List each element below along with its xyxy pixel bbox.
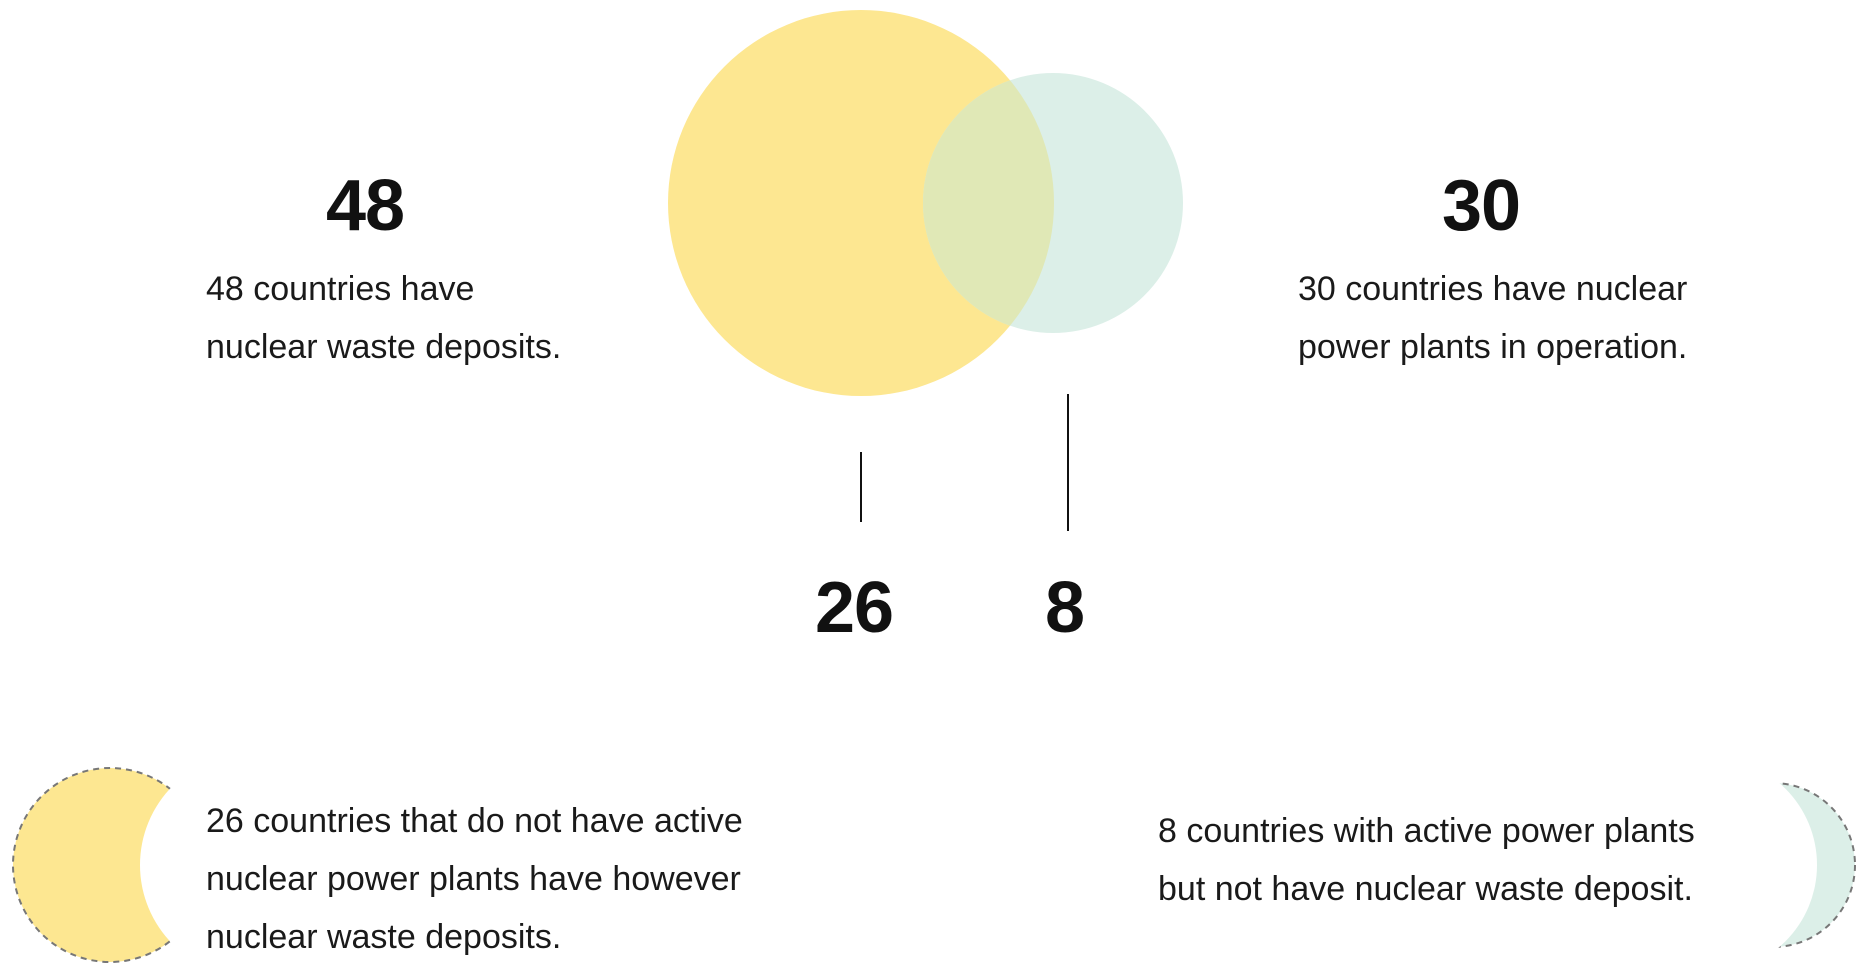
waste-only-legend: 26 countries that do not have active nuc… bbox=[206, 792, 743, 966]
nuclear-waste-circle bbox=[668, 10, 1054, 396]
plants-only-crescent-icon bbox=[1690, 782, 1856, 948]
waste-description: 48 countries have nuclear waste deposits… bbox=[206, 260, 561, 376]
waste-only-legend-line-1: 26 countries that do not have active bbox=[206, 802, 743, 840]
plants-only-legend-line-1: 8 countries with active power plants bbox=[1158, 812, 1695, 850]
waste-only-count: 26 bbox=[815, 568, 894, 648]
plants-only-count: 8 bbox=[1045, 568, 1085, 648]
plants-only-legend-line-2: but not have nuclear waste deposit. bbox=[1158, 870, 1693, 908]
plants-description: 30 countries have nuclear power plants i… bbox=[1298, 260, 1687, 376]
plants-only-legend: 8 countries with active power plants but… bbox=[1158, 802, 1695, 918]
waste-count: 48 bbox=[326, 166, 405, 246]
plants-count: 30 bbox=[1442, 166, 1521, 246]
waste-only-legend-line-3: nuclear waste deposits. bbox=[206, 918, 562, 956]
plants-description-line-1: 30 countries have nuclear bbox=[1298, 270, 1688, 308]
waste-only-crescent-icon bbox=[12, 767, 208, 963]
plants-description-line-2: power plants in operation. bbox=[1298, 328, 1688, 366]
waste-description-line-1: 48 countries have bbox=[206, 270, 475, 308]
waste-description-line-2: nuclear waste deposits. bbox=[206, 328, 562, 366]
waste-only-legend-line-2: nuclear power plants have however bbox=[206, 860, 741, 898]
overlap-region bbox=[923, 73, 1054, 333]
